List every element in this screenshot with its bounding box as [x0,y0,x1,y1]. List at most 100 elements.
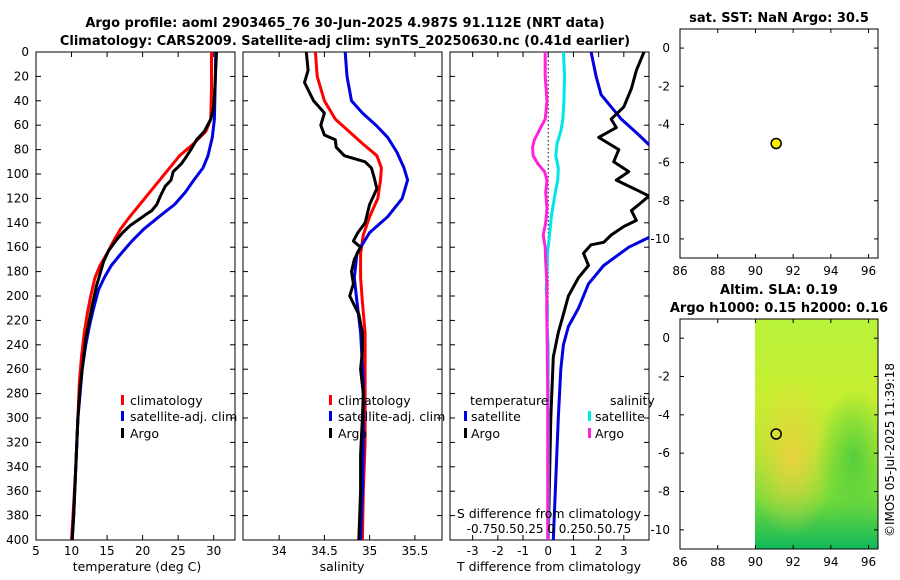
legend-label-satellite: satellite-adj. clim [338,409,445,424]
depth-tick-label: 0 [21,45,29,59]
series-group [303,52,410,540]
x-tick-label: 94 [823,264,838,278]
temperature-legend: climatology satellite-adj. clim Argo [121,393,237,441]
x-tick-label: 34.5 [311,544,338,558]
legend-swatch-climatology [329,395,332,405]
legend-swatch-s-argo [588,428,591,438]
depth-tick-label: 40 [14,94,29,108]
x-tick-label: 88 [710,555,725,569]
y-tick-label: -8 [658,485,670,499]
x-tick-label: 94 [823,555,838,569]
legend-label-argo: Argo [338,426,367,441]
series-line-climatology [313,52,383,540]
t-difference-axis-label: T difference from climatology [456,559,642,574]
x-tick-label: 92 [786,555,801,569]
legend-swatch-argo [329,428,332,438]
depth-tick-label: 180 [6,265,29,279]
depth-tick-label: 120 [6,191,29,205]
depth-tick-label: 380 [6,509,29,523]
legend-heading-temperature: temperature [470,393,549,408]
series-line-t-satellite [551,52,649,540]
x-tick-label: 0 [544,544,552,558]
depth-tick-label: 340 [6,460,29,474]
legend-label-argo: Argo [130,426,159,441]
argo-location-marker [770,428,782,440]
legend-swatch-t-satellite [464,411,467,421]
legend-swatch-satellite [329,411,332,421]
x-tick-label: 5 [32,544,40,558]
y-tick-label: -4 [658,408,670,422]
depth-tick-label: 300 [6,411,29,425]
s-difference-tick-labels: -0.750.50.25 0 0.250.50.75 [467,522,632,536]
salinity-panel: 34 34.5 35 35.5 [242,51,443,558]
legend-label-t-argo: Argo [471,426,500,441]
series-group [531,52,649,540]
legend-label-s-satellite: satellite [595,409,645,424]
temperature-axis-label: temperature (deg C) [73,559,202,574]
x-tick-label: 88 [710,264,725,278]
sla-map-title-1: Altim. SLA: 0.19 [720,283,838,298]
sst-map: 86 88 90 92 94 96 0 -2 -4 -6 -8 -10 [650,28,879,278]
x-tick-label: 96 [861,264,876,278]
argo-location-marker [770,137,782,150]
plot-frame [35,51,236,541]
x-tick-label: 92 [786,264,801,278]
salinity-axis-label: salinity [320,559,365,574]
sla-heatmap [755,319,878,549]
legend-label-climatology: climatology [338,393,411,408]
depth-tick-labels: 0 20 40 60 80 100 120 140 160 180 200 220 240 260 280 3… [6,45,29,547]
series-line-satellite-adj-clim [343,52,410,540]
x-tick-label: 30 [206,544,221,558]
y-tick-label: -2 [658,370,670,384]
depth-tick-label: 220 [6,313,29,327]
x-tick-label: -3 [467,544,479,558]
depth-tick-label: 140 [6,216,29,230]
x-tick-label: 2 [595,544,603,558]
map-frame [679,28,879,259]
y-tick-label: -2 [658,79,670,93]
depth-tick-label: 160 [6,240,29,254]
legend-swatch-s-satellite [588,411,591,421]
map-frame [679,318,879,550]
sst-map-title: sat. SST: NaN Argo: 30.5 [689,11,869,26]
title-line-1: Argo profile: aoml 2903465_76 30-Jun-202… [85,16,604,31]
y-tick-label: -8 [658,194,670,208]
depth-tick-label: 200 [6,289,29,303]
x-tick-label: 3 [620,544,628,558]
depth-tick-label: 240 [6,338,29,352]
legend-swatch-climatology [121,395,124,405]
series-line-argo [303,52,379,540]
series-line-s-argo [531,52,550,540]
x-tick-label: 90 [748,264,763,278]
x-tick-label: 35 [362,544,377,558]
x-tick-label: 86 [672,555,687,569]
series-line-argo [70,52,218,540]
legend-label-satellite: satellite-adj. clim [130,409,237,424]
y-tick-label: -10 [650,232,670,246]
legend-label-climatology: climatology [130,393,203,408]
depth-tick-label: 320 [6,435,29,449]
depth-tick-label: 100 [6,167,29,181]
legend-label-s-argo: Argo [595,426,624,441]
depth-tick-label: 360 [6,484,29,498]
salinity-legend: climatology satellite-adj. clim Argo [329,393,445,441]
y-tick-label: -6 [658,446,670,460]
x-tick-label: 20 [135,544,150,558]
depth-tick-label: 60 [14,118,29,132]
y-tick-label: -10 [650,523,670,537]
sla-map-title-2: Argo h1000: 0.15 h2000: 0.16 [670,301,888,316]
x-tick-label: 86 [672,264,687,278]
imos-timestamp: ©IMOS 05-Jul-2025 11:39:18 [883,363,897,537]
x-tick-label: 34 [272,544,287,558]
y-tick-label: -4 [658,117,670,131]
legend-label-t-satellite: satellite [471,409,521,424]
depth-tick-label: 400 [6,533,29,547]
s-difference-axis-label: S difference from climatology [457,506,642,521]
sla-map: 86 88 90 92 94 96 0 -2 -4 -6 -8 -10 [650,318,879,569]
difference-legend: temperature satellite Argo salinity sate… [464,393,655,441]
x-tick-label: -2 [492,544,504,558]
sla-heatmap-cool [755,319,878,549]
x-tick-label: 35.5 [402,544,429,558]
depth-tick-label: 260 [6,362,29,376]
depth-tick-label: 80 [14,143,29,157]
